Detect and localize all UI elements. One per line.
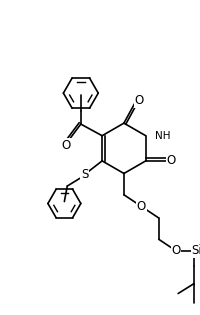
Text: S: S bbox=[81, 168, 88, 181]
Text: O: O bbox=[136, 200, 145, 213]
Text: NH: NH bbox=[155, 131, 170, 141]
Text: O: O bbox=[61, 139, 71, 152]
Text: O: O bbox=[171, 244, 180, 257]
Text: O: O bbox=[134, 94, 143, 107]
Text: Si: Si bbox=[190, 244, 200, 257]
Text: O: O bbox=[165, 154, 175, 167]
